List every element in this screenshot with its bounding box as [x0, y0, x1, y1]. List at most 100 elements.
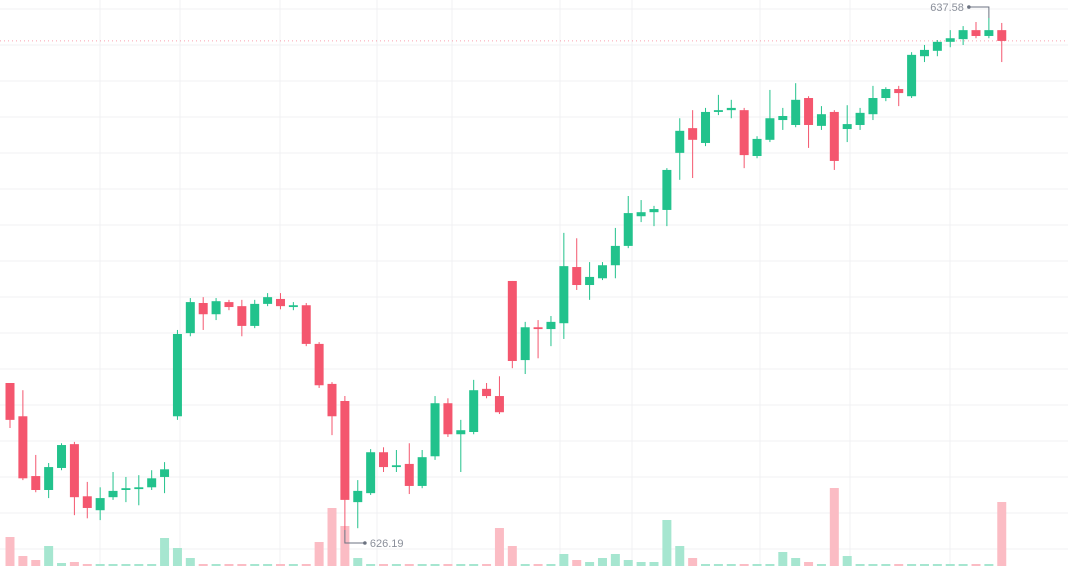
volume-bar	[997, 502, 1007, 566]
candle-body	[842, 124, 852, 130]
volume-bar	[250, 564, 260, 566]
volume-bar	[379, 564, 389, 566]
volume-bar	[185, 558, 195, 566]
volume-bar	[868, 564, 878, 566]
candle-body	[971, 30, 981, 36]
volume-bar	[945, 564, 955, 566]
candle-body	[752, 138, 762, 157]
volume-bar	[95, 564, 105, 566]
volume-bar	[237, 564, 247, 566]
candle-body	[610, 245, 620, 266]
candle-body	[69, 444, 79, 498]
candle-body	[804, 98, 814, 125]
candle-body	[868, 98, 878, 115]
volume-bar	[443, 564, 453, 566]
volume-bar	[198, 564, 208, 566]
volume-bar	[520, 564, 530, 566]
volume-bar	[907, 564, 917, 566]
candle-body	[224, 302, 234, 308]
candle-body	[198, 302, 208, 315]
volume-bar	[224, 564, 234, 566]
candle-body	[301, 305, 311, 344]
volume-bar	[69, 562, 79, 566]
candle-body	[121, 488, 131, 490]
candle-body	[932, 41, 942, 51]
volume-bar	[816, 564, 826, 566]
volume-bar	[353, 558, 363, 566]
volume-bar	[5, 537, 15, 566]
candle-body	[314, 343, 324, 386]
candle-body	[533, 327, 543, 330]
candle-body	[520, 327, 530, 361]
volume-bar	[18, 556, 28, 566]
volume-bar	[404, 564, 414, 566]
candle-body	[597, 265, 607, 279]
volume-bar	[391, 564, 401, 566]
volume-bar	[147, 564, 157, 566]
candle-body	[881, 89, 891, 99]
volume-bar	[314, 542, 324, 566]
candle-body	[327, 383, 337, 417]
candle-body	[494, 396, 504, 413]
candle-body	[713, 110, 723, 112]
candle-body	[726, 107, 736, 111]
volume-bar	[134, 564, 144, 566]
annotations: 637.58 626.19	[344, 2, 990, 550]
candle-body	[585, 276, 595, 286]
candle-body	[894, 89, 904, 94]
candle-body	[172, 334, 182, 417]
candle-body	[353, 490, 363, 503]
volume-bar	[482, 564, 492, 566]
candle-body	[675, 130, 685, 153]
volume-bar	[842, 556, 852, 566]
candle-body	[263, 297, 273, 304]
volume-bar	[932, 564, 942, 566]
candle-body	[701, 111, 711, 143]
candle-body	[546, 321, 556, 330]
candle-body	[688, 128, 698, 140]
candle-body	[739, 110, 749, 156]
price-pane	[0, 18, 1068, 530]
candle-body	[559, 266, 569, 324]
volume-bar	[971, 564, 981, 566]
volume-bar	[919, 564, 929, 566]
volume-bar	[585, 562, 595, 566]
volume-bar	[507, 546, 517, 566]
candle-body	[185, 302, 195, 334]
volume-bar	[688, 558, 698, 566]
candle-body	[430, 403, 440, 457]
candle-body	[507, 280, 517, 361]
candle-body	[919, 49, 929, 57]
volume-bar	[57, 563, 67, 566]
candle-body	[997, 30, 1007, 41]
volume-bar	[430, 564, 440, 566]
volume-bar	[623, 560, 633, 566]
volume-bar	[829, 488, 839, 566]
candle-body	[44, 467, 54, 490]
min-label: 626.19	[370, 538, 404, 550]
volume-bar	[726, 564, 736, 566]
volume-bar	[31, 560, 41, 566]
candle-body	[82, 496, 92, 508]
volume-bar	[713, 564, 723, 566]
volume-bar	[984, 564, 994, 566]
volume-bar	[288, 564, 298, 566]
volume-bar	[275, 564, 285, 566]
candle-body	[649, 209, 659, 213]
volume-bar	[108, 564, 118, 566]
volume-bar	[82, 564, 92, 566]
candle-body	[958, 30, 968, 40]
volume-bar	[636, 562, 646, 566]
max-label: 637.58	[930, 2, 964, 14]
candle-body	[907, 54, 917, 97]
volume-bar	[662, 520, 672, 566]
candle-body	[18, 416, 28, 479]
candle-body	[417, 457, 427, 486]
volume-bar	[546, 564, 556, 566]
candle-body	[482, 388, 492, 397]
volume-bar	[327, 508, 337, 566]
volume-bar	[894, 564, 904, 566]
volume-bar	[263, 564, 273, 566]
candle-body	[366, 452, 376, 494]
